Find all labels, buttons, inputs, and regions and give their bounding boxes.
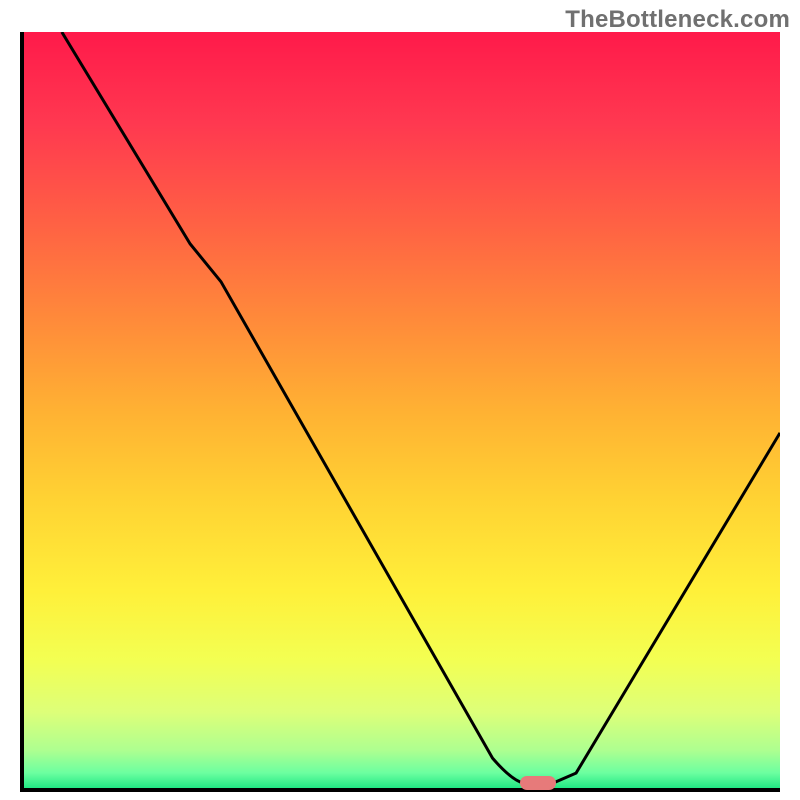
plot-area	[20, 32, 780, 792]
bottleneck-curve	[24, 32, 780, 788]
watermark-text: TheBottleneck.com	[565, 6, 790, 34]
optimal-marker	[520, 776, 556, 790]
curve-path	[62, 32, 780, 783]
chart-container: TheBottleneck.com	[0, 0, 800, 800]
